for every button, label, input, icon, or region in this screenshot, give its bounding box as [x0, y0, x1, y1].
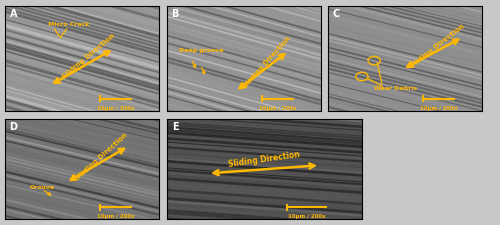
Text: 10μm / 200x: 10μm / 200x	[97, 214, 134, 219]
Text: Sliding Direction: Sliding Direction	[228, 150, 300, 169]
Text: C: C	[332, 9, 340, 19]
Text: 10μm / 200x: 10μm / 200x	[258, 106, 296, 111]
Text: Wear Debris: Wear Debris	[374, 86, 418, 91]
Text: Deep groove: Deep groove	[179, 47, 224, 53]
Text: D: D	[10, 122, 18, 132]
Text: Sliding Direction: Sliding Direction	[76, 132, 129, 181]
Text: 10μm / 200x: 10μm / 200x	[420, 106, 458, 111]
Text: Groove: Groove	[30, 185, 55, 190]
Text: E: E	[172, 122, 179, 132]
Text: 10μm / 200x: 10μm / 200x	[288, 214, 326, 219]
Text: 10μm / 200x: 10μm / 200x	[97, 106, 134, 111]
Text: B: B	[171, 9, 178, 19]
Text: Sliding Direction: Sliding Direction	[242, 36, 291, 90]
Text: Sliding Direction: Sliding Direction	[60, 33, 116, 80]
Text: Micro Crack: Micro Crack	[48, 22, 90, 27]
Text: A: A	[10, 9, 17, 19]
Text: Sliding Direction: Sliding Direction	[409, 23, 466, 69]
